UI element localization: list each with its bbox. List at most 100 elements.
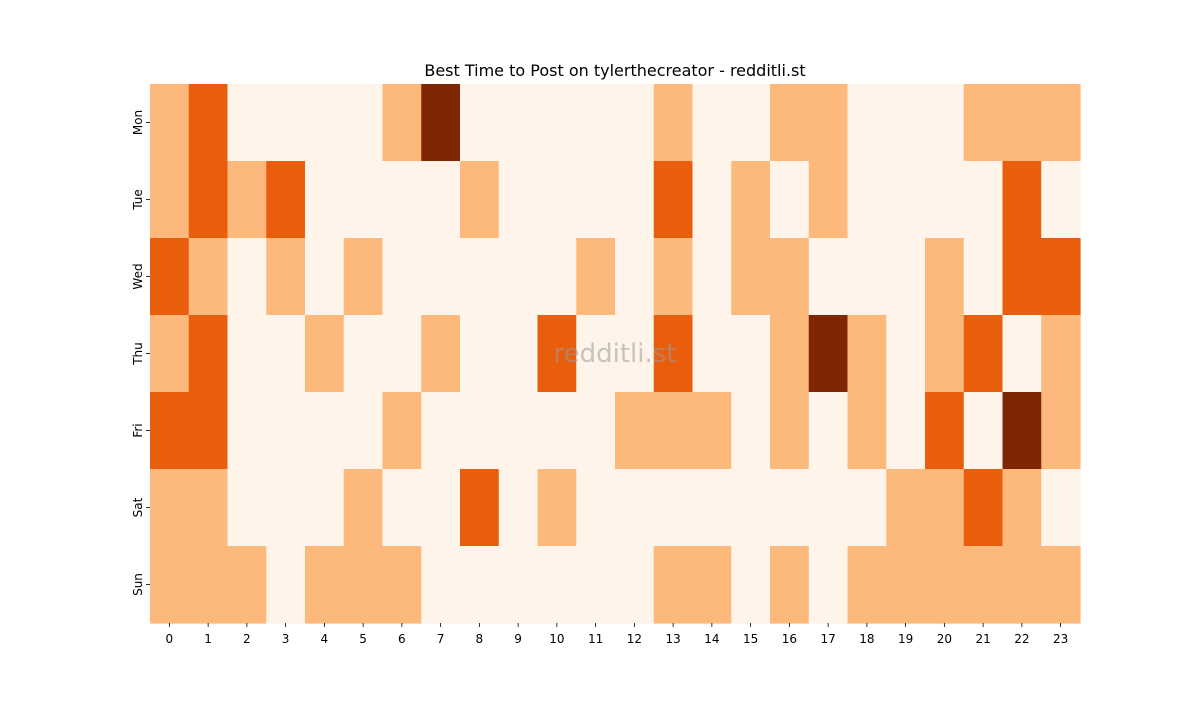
heatmap-cell-thu-11 xyxy=(576,315,616,393)
heatmap-cell-tue-14 xyxy=(692,161,732,239)
heatmap-cell-fri-5 xyxy=(343,392,384,470)
x-tick-label: 12 xyxy=(627,632,642,646)
heatmap-cell-wed-17 xyxy=(808,238,849,316)
heatmap-cell-sat-20 xyxy=(925,469,965,547)
heatmap-cell-mon-0 xyxy=(150,84,190,162)
x-tick-label: 17 xyxy=(820,632,835,646)
heatmap-cell-thu-16 xyxy=(770,315,810,393)
heatmap-cell-thu-19 xyxy=(886,315,926,393)
heatmap-cell-tue-9 xyxy=(498,161,539,239)
heatmap-cell-tue-20 xyxy=(925,161,965,239)
heatmap-cell-thu-9 xyxy=(498,315,539,393)
heatmap-cell-mon-5 xyxy=(343,84,384,162)
heatmap-cell-thu-12 xyxy=(615,315,655,393)
heatmap-cell-sun-21 xyxy=(963,546,1004,624)
x-tick-label: 4 xyxy=(321,632,329,646)
heatmap-cell-tue-2 xyxy=(227,161,267,239)
x-tick-label: 20 xyxy=(937,632,952,646)
heatmap-cell-mon-20 xyxy=(925,84,965,162)
x-tick-label: 10 xyxy=(549,632,564,646)
heatmap-cell-wed-13 xyxy=(653,238,694,316)
heatmap-cell-mon-1 xyxy=(188,84,229,162)
heatmap-cell-wed-19 xyxy=(886,238,926,316)
heatmap-cell-fri-0 xyxy=(150,392,190,470)
heatmap-cell-tue-13 xyxy=(653,161,694,239)
heatmap-cell-tue-8 xyxy=(460,161,500,239)
heatmap-cell-fri-1 xyxy=(188,392,229,470)
heatmap-cell-sun-20 xyxy=(925,546,965,624)
heatmap-cell-wed-22 xyxy=(1002,238,1042,316)
heatmap-cell-mon-23 xyxy=(1041,84,1081,162)
y-tick-label: Sat xyxy=(131,497,145,517)
heatmap-cell-tue-21 xyxy=(963,161,1004,239)
heatmap-cell-mon-9 xyxy=(498,84,539,162)
heatmap-cell-mon-8 xyxy=(460,84,500,162)
x-tick-label: 15 xyxy=(743,632,758,646)
heatmap-cell-tue-7 xyxy=(421,161,461,239)
heatmap-cell-sun-2 xyxy=(227,546,267,624)
y-tick-label: Fri xyxy=(131,423,145,437)
heatmap-cell-sun-8 xyxy=(460,546,500,624)
heatmap-cell-thu-7 xyxy=(421,315,461,393)
heatmap-cell-sun-6 xyxy=(382,546,422,624)
heatmap-cell-mon-16 xyxy=(770,84,810,162)
heatmap-cell-fri-14 xyxy=(692,392,732,470)
heatmap-cell-wed-21 xyxy=(963,238,1004,316)
heatmap-cell-thu-0 xyxy=(150,315,190,393)
heatmap-cell-mon-6 xyxy=(382,84,422,162)
heatmap-cell-tue-6 xyxy=(382,161,422,239)
heatmap-cell-fri-2 xyxy=(227,392,267,470)
y-axis: Mon Tue Wed Thu Fri Sat Sun xyxy=(131,110,150,596)
heatmap-cell-sat-19 xyxy=(886,469,926,547)
heatmap-cell-thu-22 xyxy=(1002,315,1042,393)
heatmap-cell-fri-17 xyxy=(808,392,849,470)
heatmap-cell-mon-15 xyxy=(731,84,771,162)
chart-title: Best Time to Post on tylerthecreator - r… xyxy=(424,61,805,80)
heatmap-cell-thu-4 xyxy=(305,315,345,393)
heatmap-cell-tue-15 xyxy=(731,161,771,239)
heatmap-cell-mon-19 xyxy=(886,84,926,162)
x-tick-label: 13 xyxy=(665,632,680,646)
x-tick-label: 16 xyxy=(782,632,797,646)
x-tick-label: 6 xyxy=(398,632,406,646)
heatmap-cell-wed-3 xyxy=(266,238,306,316)
heatmap-cell-sat-11 xyxy=(576,469,616,547)
x-tick-label: 18 xyxy=(859,632,874,646)
heatmap-cell-fri-13 xyxy=(653,392,694,470)
y-tick-label: Wed xyxy=(131,263,145,289)
heatmap-cell-fri-15 xyxy=(731,392,771,470)
heatmap-cell-tue-23 xyxy=(1041,161,1081,239)
x-tick-label: 14 xyxy=(704,632,719,646)
heatmap-cell-thu-6 xyxy=(382,315,422,393)
heatmap-cell-sun-3 xyxy=(266,546,306,624)
heatmap-cell-tue-10 xyxy=(537,161,577,239)
heatmap-cell-fri-20 xyxy=(925,392,965,470)
heatmap-cell-sat-12 xyxy=(615,469,655,547)
heatmap-cell-tue-19 xyxy=(886,161,926,239)
heatmap-cell-fri-19 xyxy=(886,392,926,470)
heatmap-cell-sun-7 xyxy=(421,546,461,624)
x-tick-label: 23 xyxy=(1053,632,1068,646)
heatmap-cell-thu-15 xyxy=(731,315,771,393)
heatmap-cell-fri-3 xyxy=(266,392,306,470)
heatmap-cell-sun-23 xyxy=(1041,546,1081,624)
y-tick-label: Tue xyxy=(131,189,145,211)
heatmap-cell-mon-14 xyxy=(692,84,732,162)
heatmap-cell-wed-6 xyxy=(382,238,422,316)
heatmap-cell-sat-16 xyxy=(770,469,810,547)
heatmap-cell-wed-23 xyxy=(1041,238,1081,316)
x-tick-label: 3 xyxy=(282,632,290,646)
heatmap-cell-sun-19 xyxy=(886,546,926,624)
heatmap-cell-tue-22 xyxy=(1002,161,1042,239)
heatmap-cell-thu-1 xyxy=(188,315,229,393)
heatmap-cell-sun-11 xyxy=(576,546,616,624)
heatmap-cell-sun-22 xyxy=(1002,546,1042,624)
heatmap-cell-wed-10 xyxy=(537,238,577,316)
x-tick-label: 0 xyxy=(166,632,174,646)
heatmap-cell-tue-12 xyxy=(615,161,655,239)
heatmap-cell-thu-10 xyxy=(537,315,577,393)
heatmap-cell-wed-0 xyxy=(150,238,190,316)
heatmap-cell-sun-4 xyxy=(305,546,345,624)
